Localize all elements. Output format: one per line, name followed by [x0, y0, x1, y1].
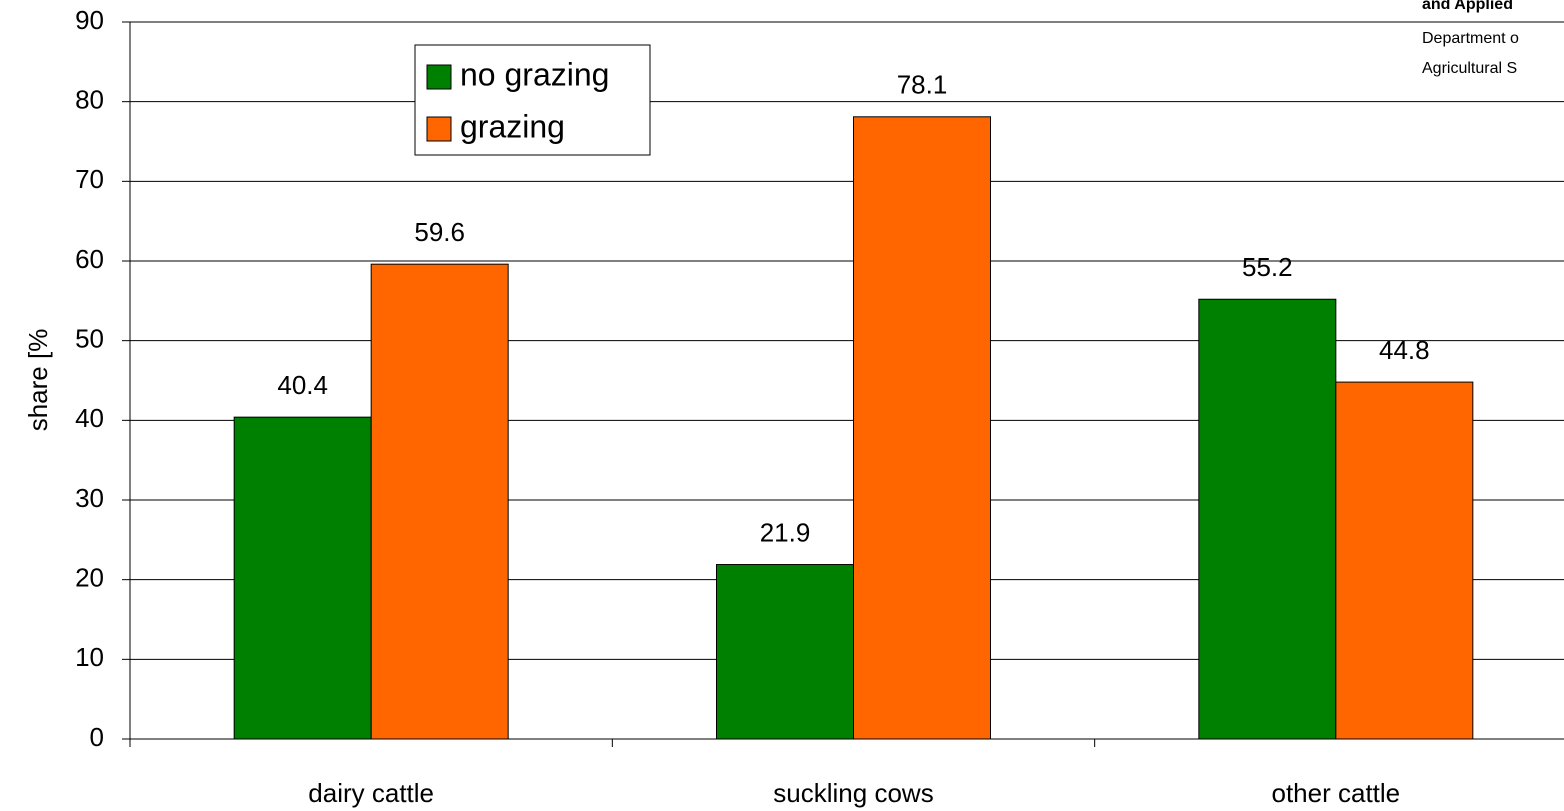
bar: [853, 116, 991, 740]
bar: [233, 416, 372, 740]
y-tick-label: 0: [90, 722, 104, 752]
y-tick-label: 90: [75, 5, 104, 35]
data-label: 59.6: [414, 217, 465, 247]
y-tick-label: 40: [75, 403, 104, 433]
y-tick-label: 10: [75, 642, 104, 672]
y-tick-label: 50: [75, 324, 104, 354]
data-label: 44.8: [1379, 335, 1430, 365]
bar: [716, 564, 854, 740]
y-tick-label: 80: [75, 85, 104, 115]
data-label: 21.9: [760, 517, 811, 547]
legend-swatch: [426, 116, 452, 142]
x-tick-label: other cattle: [1272, 778, 1401, 808]
y-tick-label: 30: [75, 483, 104, 513]
annotation: and Applied: [1422, 0, 1513, 13]
legend-swatch: [426, 64, 452, 90]
y-tick-label: 20: [75, 563, 104, 593]
data-label: 78.1: [897, 70, 948, 100]
annotation: Agricultural S: [1422, 60, 1517, 77]
data-label: 40.4: [277, 370, 328, 400]
bar: [1335, 381, 1474, 740]
y-tick-label: 60: [75, 244, 104, 274]
x-tick-label: dairy cattle: [308, 778, 434, 808]
legend-label: no grazing: [460, 56, 609, 92]
x-tick-label: suckling cows: [773, 778, 933, 808]
legend-label: grazing: [460, 108, 565, 144]
y-axis-label: share [%: [23, 329, 53, 432]
bar: [1198, 298, 1337, 740]
y-tick-label: 70: [75, 164, 104, 194]
annotation: Department o: [1422, 30, 1519, 47]
bar: [370, 263, 509, 740]
legend-box: [414, 44, 651, 156]
data-label: 55.2: [1242, 252, 1293, 282]
